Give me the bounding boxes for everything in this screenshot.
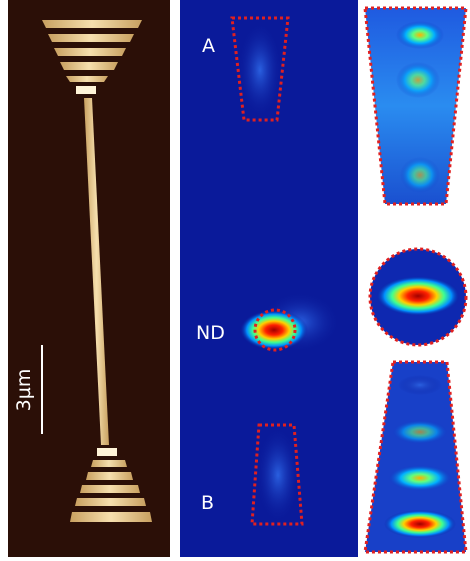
afm-panel: 3µm bbox=[8, 0, 170, 557]
label-nd: ND bbox=[196, 322, 225, 344]
emission-panel: A ND B bbox=[180, 0, 358, 557]
scale-label: 3µm bbox=[13, 369, 35, 412]
zoom-panels bbox=[365, 8, 466, 552]
label-a: A bbox=[202, 35, 215, 57]
figure: 3µm A ND B bbox=[0, 0, 470, 557]
label-b: B bbox=[201, 492, 214, 514]
